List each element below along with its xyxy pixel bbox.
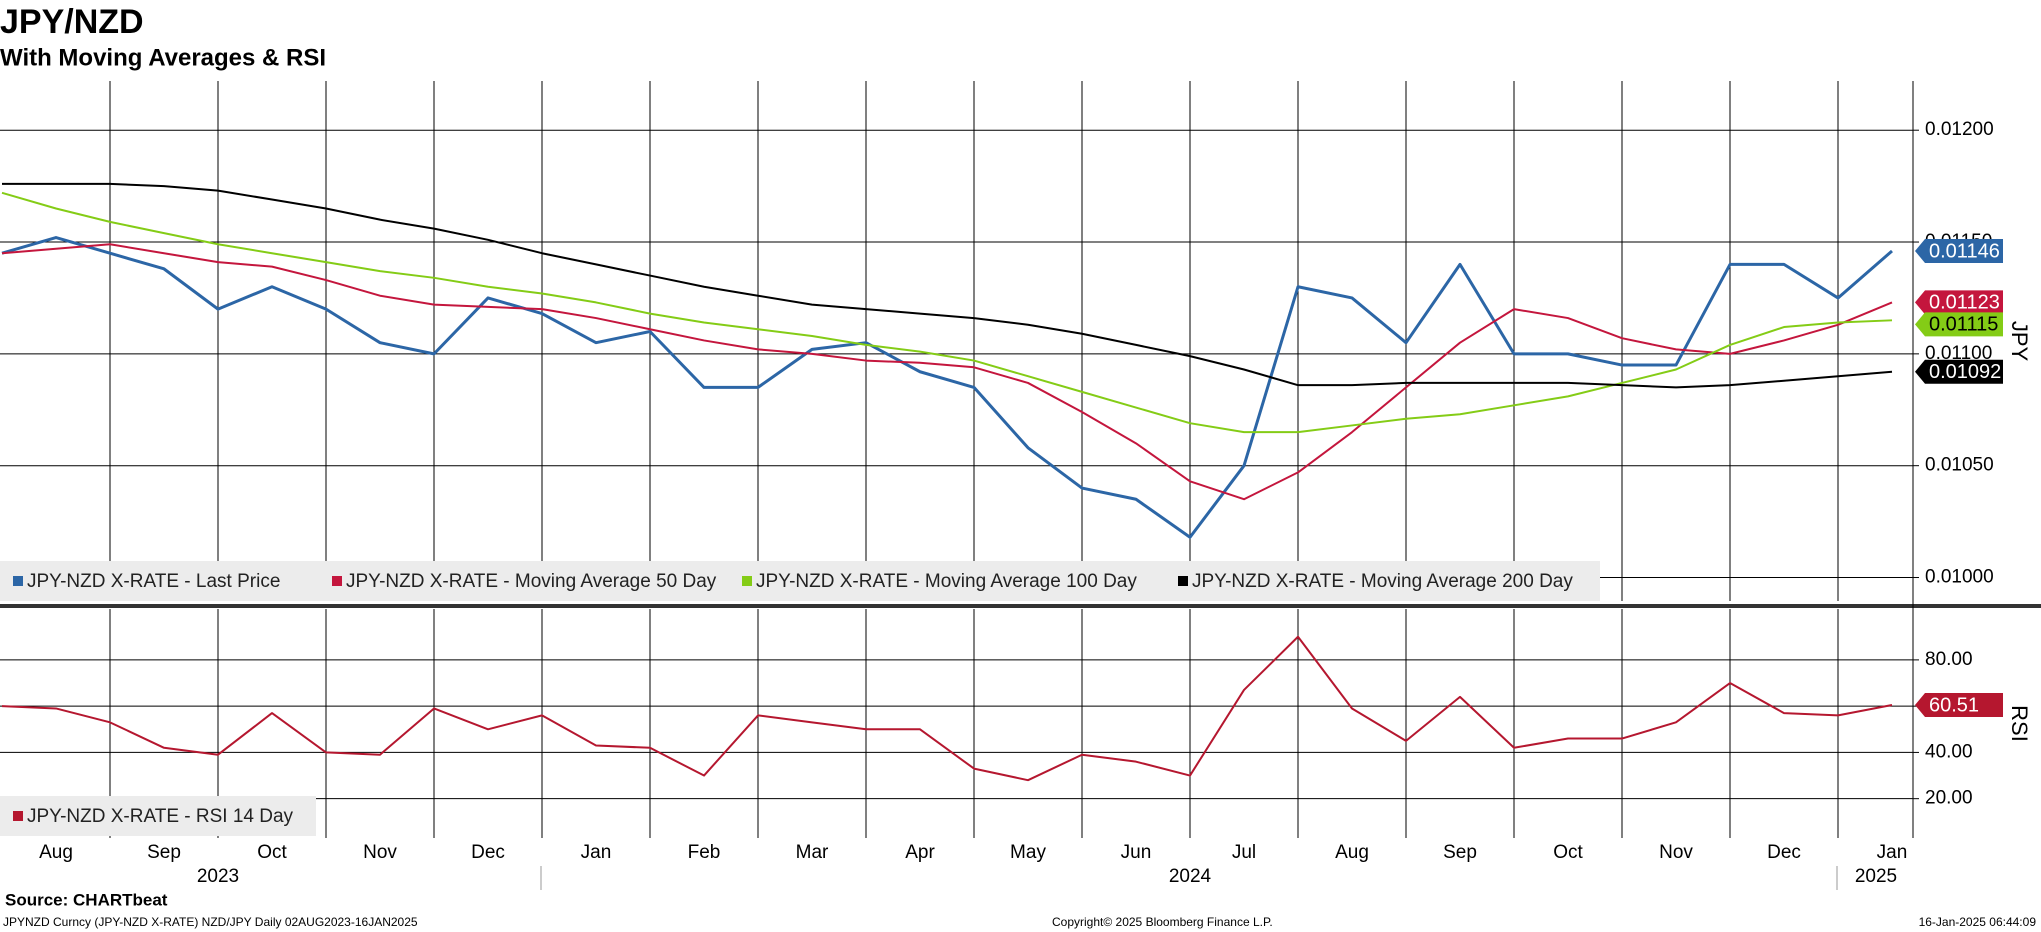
legend-swatch <box>13 576 23 586</box>
y-tick-label: 0.01050 <box>1925 455 1994 476</box>
x-tick-label: Nov <box>363 842 397 863</box>
series-line <box>2 182 1893 389</box>
last-value-tag <box>1915 312 2003 337</box>
y-tick-label: 0.01200 <box>1925 119 1994 140</box>
last-value-label: 60.51 <box>1929 694 1979 716</box>
legend-swatch <box>13 811 23 821</box>
x-tick-label: Aug <box>39 842 73 863</box>
x-tick-label: Mar <box>796 842 829 863</box>
x-tick-label: Sep <box>1443 842 1477 863</box>
footer-description: JPYNZD Curncy (JPY-NZD X-RATE) NZD/JPY D… <box>3 915 418 929</box>
last-value-tag <box>1915 238 2003 263</box>
x-tick-label: Dec <box>471 842 505 863</box>
y-axis-label: JPY <box>2007 321 2032 362</box>
y-tick-label: 40.00 <box>1925 741 1973 762</box>
y-tick-label: 20.00 <box>1925 788 1973 809</box>
last-value-tag <box>1915 692 2003 717</box>
x-tick-label: Aug <box>1335 842 1369 863</box>
x-tick-label: Dec <box>1767 842 1801 863</box>
last-value-label: 0.01146 <box>1929 240 2000 262</box>
last-value-label: 0.01115 <box>1929 314 1998 336</box>
timestamp: 16-Jan-2025 06:44:09 <box>1919 915 2037 929</box>
year-label: 2025 <box>1855 866 1897 887</box>
x-tick-label: Oct <box>1553 842 1583 863</box>
last-value-tag <box>1915 290 2003 315</box>
y-tick-label: 0.01100 <box>1925 343 1992 364</box>
legend-swatch <box>332 576 342 586</box>
x-tick-label: Apr <box>905 842 935 863</box>
legend-swatch <box>742 576 752 586</box>
series-line <box>1 191 1893 434</box>
x-tick-label: Jun <box>1121 842 1152 863</box>
legend-label: JPY-NZD X-RATE - Moving Average 100 Day <box>756 571 1137 592</box>
x-tick-label: Oct <box>257 842 287 863</box>
y-tick-label: 80.00 <box>1925 649 1973 670</box>
x-tick-label: May <box>1010 842 1046 863</box>
chart-subtitle: With Moving Averages & RSI <box>0 44 326 71</box>
legend-box <box>0 561 1600 601</box>
year-label: 2024 <box>1169 866 1212 887</box>
series-line <box>1 243 1893 501</box>
y-tick-label: 0.01000 <box>1925 567 1994 588</box>
x-tick-label: Nov <box>1659 842 1693 863</box>
last-value-label: 0.01092 <box>1929 361 2001 383</box>
source: Source: CHARTbeat <box>5 890 168 909</box>
last-value-tag <box>1915 359 2003 384</box>
legend-label: JPY-NZD X-RATE - Moving Average 50 Day <box>346 571 717 592</box>
x-tick-label: Feb <box>688 842 721 863</box>
y-axis-label: RSI <box>2007 705 2032 742</box>
legend-label: JPY-NZD X-RATE - Last Price <box>27 571 280 592</box>
copyright: Copyright© 2025 Bloomberg Finance L.P. <box>1052 915 1273 929</box>
x-tick-label: Sep <box>147 842 181 863</box>
legend-label: JPY-NZD X-RATE - Moving Average 200 Day <box>1192 571 1573 592</box>
x-tick-label: Jan <box>581 842 612 863</box>
legend-label: JPY-NZD X-RATE - RSI 14 Day <box>27 806 294 827</box>
chart-title: JPY/NZD <box>0 3 144 41</box>
last-value-label: 0.01123 <box>1929 292 2000 314</box>
series-line <box>1 635 1893 782</box>
legend-swatch <box>1178 576 1188 586</box>
year-label: 2023 <box>197 866 239 887</box>
x-tick-label: Jul <box>1232 842 1256 863</box>
series-line <box>1 236 1893 539</box>
legend-box <box>0 796 316 836</box>
x-tick-label: Jan <box>1877 842 1908 863</box>
